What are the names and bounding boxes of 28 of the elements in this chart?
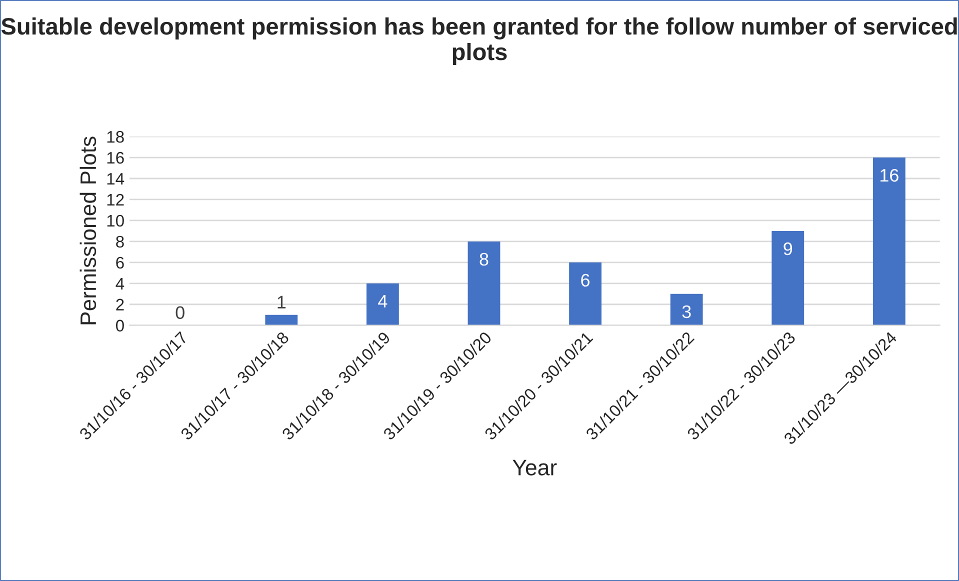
bar <box>772 230 804 326</box>
data-label: 8 <box>480 252 488 266</box>
y-tick-label: 10 <box>107 214 124 227</box>
data-label: 6 <box>581 274 590 287</box>
y-axis-title: Permissioned Plots <box>80 136 96 324</box>
y-tick-label: 18 <box>107 130 124 143</box>
data-label: 1 <box>278 296 286 308</box>
y-tick-label: 16 <box>107 152 124 164</box>
chart-title: Suitable development permission has been granted for the follow number of serviced plots <box>1 17 957 65</box>
data-label: 16 <box>880 168 898 182</box>
y-tick-label: 4 <box>116 278 124 290</box>
bar <box>872 158 906 326</box>
y-tick-label: 0 <box>116 320 124 332</box>
data-label: 3 <box>682 305 691 318</box>
y-tick-label: 6 <box>116 256 124 269</box>
bar <box>569 262 602 326</box>
bar <box>670 294 703 326</box>
bar <box>366 283 399 326</box>
bar <box>265 314 298 326</box>
data-label: 0 <box>176 306 184 320</box>
y-tick-label: 8 <box>116 236 124 248</box>
x-axis-title: Year <box>512 460 557 476</box>
y-tick-label: 14 <box>107 173 124 185</box>
data-label: 4 <box>378 295 388 308</box>
data-label: 9 <box>784 242 792 256</box>
y-tick-label: 2 <box>116 298 124 310</box>
y-tick-label: 12 <box>107 194 124 206</box>
bar <box>468 241 500 326</box>
